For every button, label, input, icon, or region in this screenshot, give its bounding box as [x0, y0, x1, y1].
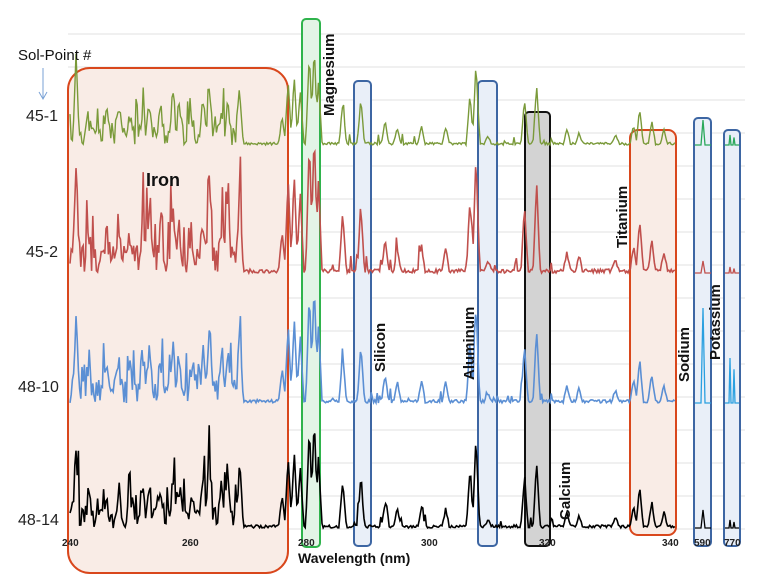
silicon-region-box — [353, 80, 372, 547]
side-spectrum-590-45-1 — [695, 119, 711, 146]
side-spectrum-590-45-2 — [695, 260, 711, 274]
label-calcium: Calcium — [557, 462, 574, 520]
arrowhead-icon — [38, 91, 48, 101]
label-iron: Iron — [146, 170, 180, 190]
spectra-series — [69, 53, 676, 530]
tick-280: 280 — [298, 538, 315, 549]
spectrum-48-14 — [69, 425, 676, 530]
spectrum-48-10 — [69, 300, 676, 406]
side-panel-spectra — [695, 119, 739, 529]
x-axis-label: Wavelength (nm) — [298, 550, 410, 566]
side-spectrum-590-48-10 — [695, 307, 711, 404]
potassium-region-box — [723, 129, 741, 547]
spectrum-45-1 — [69, 53, 676, 148]
row-label-48-10: 48-10 — [18, 379, 59, 396]
tick-590: 590 — [694, 538, 711, 549]
row-label-48-14: 48-14 — [18, 512, 59, 529]
tick-320: 320 — [539, 538, 556, 549]
tick-340: 340 — [662, 538, 679, 549]
label-titanium: Titanium — [614, 186, 631, 248]
titanium-region-box — [629, 129, 677, 536]
row-label-45-1: 45-1 — [26, 108, 58, 125]
tick-240: 240 — [62, 538, 79, 549]
spectrum-45-2 — [69, 148, 676, 276]
side-spectrum-590-48-14 — [695, 509, 711, 529]
label-aluminum: Aluminum — [461, 307, 478, 380]
iron-region-box — [67, 67, 289, 574]
tick-260: 260 — [182, 538, 199, 549]
tick-770: 770 — [724, 538, 741, 549]
side-spectrum-770-45-1 — [725, 134, 739, 146]
label-sodium: Sodium — [676, 327, 693, 382]
sol-point-header: Sol-Point # — [18, 47, 92, 64]
tick-300: 300 — [421, 538, 438, 549]
aluminum-region-box — [477, 80, 498, 547]
label-silicon: Silicon — [372, 323, 389, 372]
label-magnesium: Magnesium — [321, 33, 338, 116]
side-spectrum-770-48-10 — [725, 357, 739, 404]
calcium-region-box — [524, 111, 551, 547]
row-label-45-2: 45-2 — [26, 244, 58, 261]
side-spectrum-770-48-14 — [725, 519, 739, 529]
label-potassium: Potassium — [707, 284, 724, 360]
side-spectrum-770-45-2 — [725, 266, 739, 274]
